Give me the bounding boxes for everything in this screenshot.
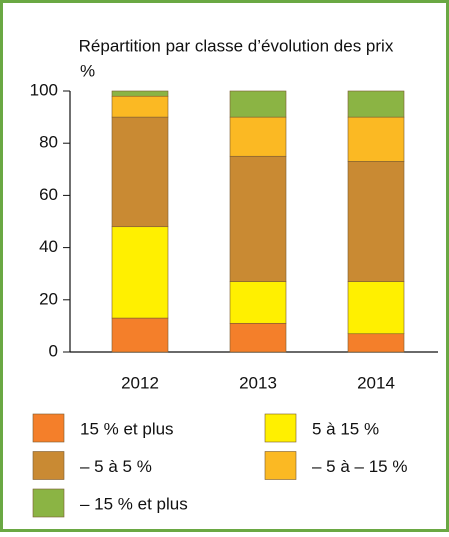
bar-segment — [229, 281, 287, 324]
y-axis-label: % — [80, 61, 95, 80]
legend-swatch — [264, 413, 297, 443]
bar-segment — [111, 226, 169, 319]
legend-swatch — [32, 488, 65, 518]
y-tick-label: 0 — [49, 341, 58, 360]
y-tick-label: 60 — [39, 185, 58, 204]
y-tick-label: 20 — [39, 289, 58, 308]
legend-label: – 5 à – 15 % — [312, 457, 407, 476]
bar-segment — [229, 90, 287, 118]
legend-label: 5 à 15 % — [312, 419, 379, 438]
bar-segment — [229, 155, 287, 282]
legend-swatch — [32, 451, 65, 480]
bar-segment — [111, 95, 169, 118]
bar-segment — [347, 161, 405, 282]
y-tick-label: 40 — [39, 237, 58, 256]
x-tick-label: 2014 — [357, 373, 395, 392]
bar-segment — [347, 116, 405, 162]
legend-label: – 5 à 5 % — [80, 457, 152, 476]
bar-segment — [347, 333, 405, 353]
bar-segment — [347, 90, 405, 118]
chart-title: Répartition par classe d’évolution des p… — [79, 36, 394, 55]
y-tick-label: 100 — [30, 80, 58, 99]
bar-segment — [347, 281, 405, 335]
bar-segment — [229, 322, 287, 353]
bar-segment — [111, 317, 169, 353]
bar-segment — [229, 116, 287, 157]
x-tick-label: 2013 — [239, 373, 277, 392]
y-tick-label: 80 — [39, 133, 58, 152]
legend-label: 15 % et plus — [80, 419, 174, 438]
x-tick-label: 2012 — [121, 373, 159, 392]
bar-segment — [111, 116, 169, 228]
legend-label: – 15 % et plus — [80, 494, 188, 513]
legend-swatch — [32, 413, 65, 443]
legend-swatch — [264, 451, 297, 480]
bar-segment — [111, 90, 169, 97]
